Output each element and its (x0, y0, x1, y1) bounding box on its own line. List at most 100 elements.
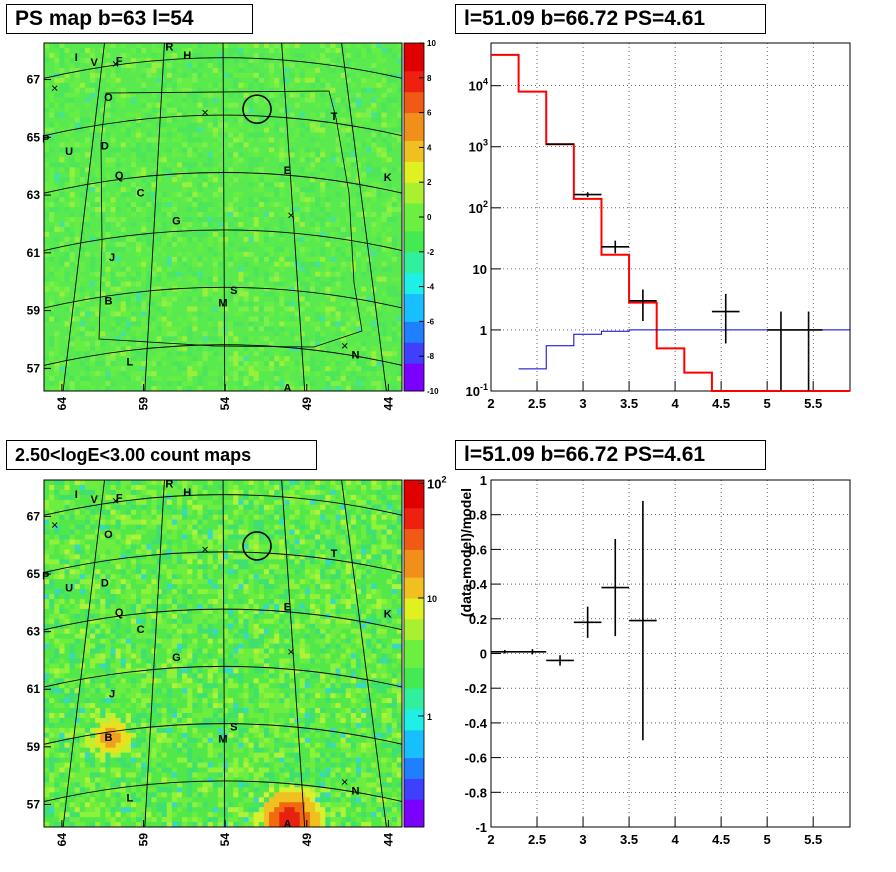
ytick-label: 103 (469, 138, 488, 155)
source-cross (288, 648, 294, 655)
colorbar-tick: 10 (427, 594, 437, 604)
source-label-i: I (75, 52, 78, 64)
xtick-label: 4 (671, 832, 679, 847)
ytick-label: 0.4 (469, 577, 488, 592)
map-ytick: 57 (27, 361, 41, 375)
source-label-a: A (283, 819, 291, 831)
ytick-label: -0.8 (465, 785, 487, 800)
source-label-l: L (127, 356, 134, 368)
source-label-u: U (65, 146, 73, 158)
map-frame (43, 42, 403, 392)
source-label-k: K (384, 609, 392, 621)
data-point (794, 311, 823, 391)
source-label-g: G (172, 652, 181, 664)
source-label-v: V (90, 494, 98, 506)
xtick-label: 3.5 (620, 396, 638, 411)
source-label-s: S (230, 721, 237, 733)
map-xtick: 64 (55, 833, 69, 847)
title-count-map: 2.50<logE<3.00 count maps (6, 440, 317, 470)
source-cross (288, 212, 294, 219)
colorbar-tick: -2 (427, 248, 435, 257)
xtick-label: 5.5 (804, 396, 822, 411)
source-cross (112, 498, 119, 504)
residual-point (601, 538, 630, 637)
data-point (573, 192, 602, 198)
source-label-d: D (101, 141, 109, 153)
source-label-u: U (65, 583, 73, 595)
ytick-label: 0.2 (469, 612, 487, 627)
xtick-label: 5 (764, 396, 771, 411)
xtick-label: 3 (579, 832, 586, 847)
source-label-q: Q (115, 170, 124, 182)
xtick-label: 2.5 (528, 832, 546, 847)
residual-ylabel: (data-model)/model (458, 488, 474, 617)
source-label-c: C (137, 624, 145, 636)
title-ps-map: PS map b=63 l=54 (6, 4, 253, 34)
source-label-j: J (109, 252, 115, 264)
xtick-label: 4 (671, 396, 679, 411)
source-label-h: H (183, 487, 191, 499)
map-ytick: 61 (27, 246, 41, 260)
ytick-label: 104 (469, 77, 488, 94)
source-cross (341, 779, 348, 785)
xtick-label: 2 (487, 396, 494, 411)
source-label-t: T (331, 548, 338, 560)
colorbar-tick: -4 (427, 283, 435, 292)
source-label-g: G (172, 215, 181, 227)
colorbar-tick: -8 (427, 352, 435, 361)
source-label-t: T (331, 111, 338, 123)
source-label-e: E (284, 602, 291, 614)
colorbar-tick: -10 (427, 387, 439, 396)
target-circle (242, 531, 272, 561)
map-ytick: 57 (27, 797, 41, 811)
ytick-label: 0 (480, 647, 487, 662)
title-spectrum: l=51.09 b=66.72 PS=4.61 (455, 4, 766, 34)
source-label-m: M (218, 734, 227, 746)
source-label-b: B (104, 732, 112, 744)
source-label-o: O (104, 529, 113, 541)
data-point (767, 311, 795, 391)
source-label-f: F (116, 55, 123, 67)
ytick-label: -0.6 (465, 751, 487, 766)
ytick-label: 10-1 (466, 382, 488, 399)
ytick-label: -1 (475, 820, 487, 835)
source-cross (112, 61, 119, 67)
colorbar-tick: 10 (427, 39, 436, 48)
residual-point (518, 649, 547, 655)
colorbar-tick: 1 (427, 712, 432, 722)
ytick-label: 0.6 (469, 542, 487, 557)
map-xtick: 44 (381, 397, 395, 411)
map-xtick: 44 (381, 833, 395, 847)
map-ytick: 67 (27, 73, 41, 87)
map-ytick: 63 (27, 625, 41, 639)
xtick-label: 5 (764, 832, 771, 847)
source-label-f: F (116, 492, 123, 504)
residual-point (629, 500, 657, 741)
colorbar-tick: 0 (427, 213, 432, 222)
colorbar-tick: -6 (427, 317, 435, 326)
source-label-m: M (218, 297, 227, 309)
count-map-panel (43, 479, 425, 828)
colorbar (403, 42, 425, 392)
ps-map-panel (43, 42, 425, 392)
colorbar-tick: 8 (427, 74, 432, 83)
map-xtick: 49 (300, 397, 314, 411)
source-label-n: N (351, 786, 359, 798)
xtick-label: 2 (487, 832, 494, 847)
source-label-d: D (101, 577, 109, 589)
source-cross (202, 546, 208, 553)
map-ytick: 59 (27, 304, 41, 318)
map-ytick: 67 (27, 509, 41, 523)
source-label-v: V (90, 57, 98, 69)
map-ytick: 61 (27, 682, 41, 696)
source-label-l: L (127, 793, 134, 805)
map-xtick: 64 (55, 397, 69, 411)
source-cross (341, 342, 348, 349)
xtick-label: 3 (579, 396, 586, 411)
map-ytick: 65 (27, 130, 41, 144)
target-circle (242, 94, 272, 124)
plot-frame (490, 42, 851, 392)
colorbar-tick: 6 (427, 109, 432, 118)
residual-point (573, 606, 602, 638)
xtick-label: 4.5 (712, 396, 730, 411)
